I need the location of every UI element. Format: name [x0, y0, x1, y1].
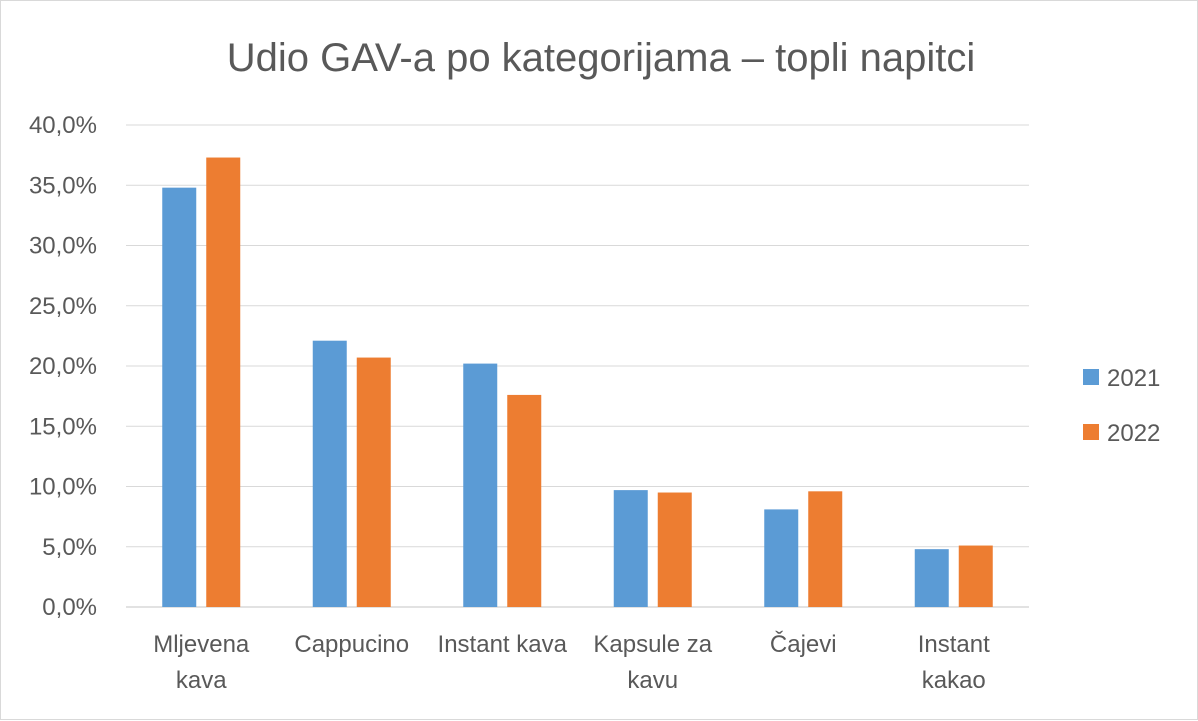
- y-tick-label: 20,0%: [29, 353, 97, 380]
- x-category-label: Instant: [918, 631, 990, 658]
- x-category-label: Instant kava: [438, 631, 568, 658]
- y-tick-label: 35,0%: [29, 172, 97, 199]
- bar-2022-5: [958, 545, 993, 607]
- bar-2022-1: [356, 357, 391, 607]
- legend: 2021 2022: [1083, 365, 1160, 447]
- x-category-label: kavu: [627, 667, 678, 694]
- legend-label: 2022: [1107, 420, 1160, 447]
- x-category-label: Čajevi: [770, 630, 837, 658]
- x-category-label: Cappucino: [294, 631, 409, 658]
- y-tick-label: 0,0%: [42, 594, 97, 621]
- y-tick-label: 15,0%: [29, 413, 97, 440]
- bar-2022-3: [657, 492, 692, 607]
- x-category-label: Kapsule za: [593, 631, 712, 658]
- x-category-label: kava: [176, 667, 227, 694]
- bar-2021-5: [914, 549, 949, 607]
- x-category-label: Mljevena: [153, 631, 250, 658]
- bars: [162, 157, 993, 607]
- legend-swatch-2021: [1083, 369, 1099, 385]
- bar-2022-0: [206, 157, 241, 607]
- bar-2021-1: [312, 340, 347, 607]
- y-tick-label: 5,0%: [42, 534, 97, 561]
- y-tick-label: 10,0%: [29, 474, 97, 501]
- gridlines: [126, 124, 1029, 608]
- x-category-label: kakao: [922, 667, 986, 694]
- legend-swatch-2022: [1083, 424, 1099, 440]
- bar-2021-0: [162, 187, 197, 607]
- y-tick-label: 30,0%: [29, 233, 97, 260]
- bar-2022-2: [507, 394, 542, 607]
- bar-2022-4: [808, 491, 843, 607]
- y-tick-label: 25,0%: [29, 293, 97, 320]
- y-axis-ticks: 0,0% 5,0% 10,0% 15,0% 20,0% 25,0% 30,0% 35,0% 40…: [29, 112, 97, 621]
- bar-2021-4: [764, 509, 799, 607]
- bar-2021-2: [463, 363, 498, 607]
- bar-2021-3: [613, 490, 648, 607]
- x-axis-labels: Mljevena kava Cappucino Instant kava Kapsule…: [153, 630, 990, 694]
- legend-label: 2021: [1107, 365, 1160, 392]
- y-tick-label: 40,0%: [29, 112, 97, 139]
- chart-title: Udio GAV-a po kategorijama – topli napit…: [227, 36, 976, 80]
